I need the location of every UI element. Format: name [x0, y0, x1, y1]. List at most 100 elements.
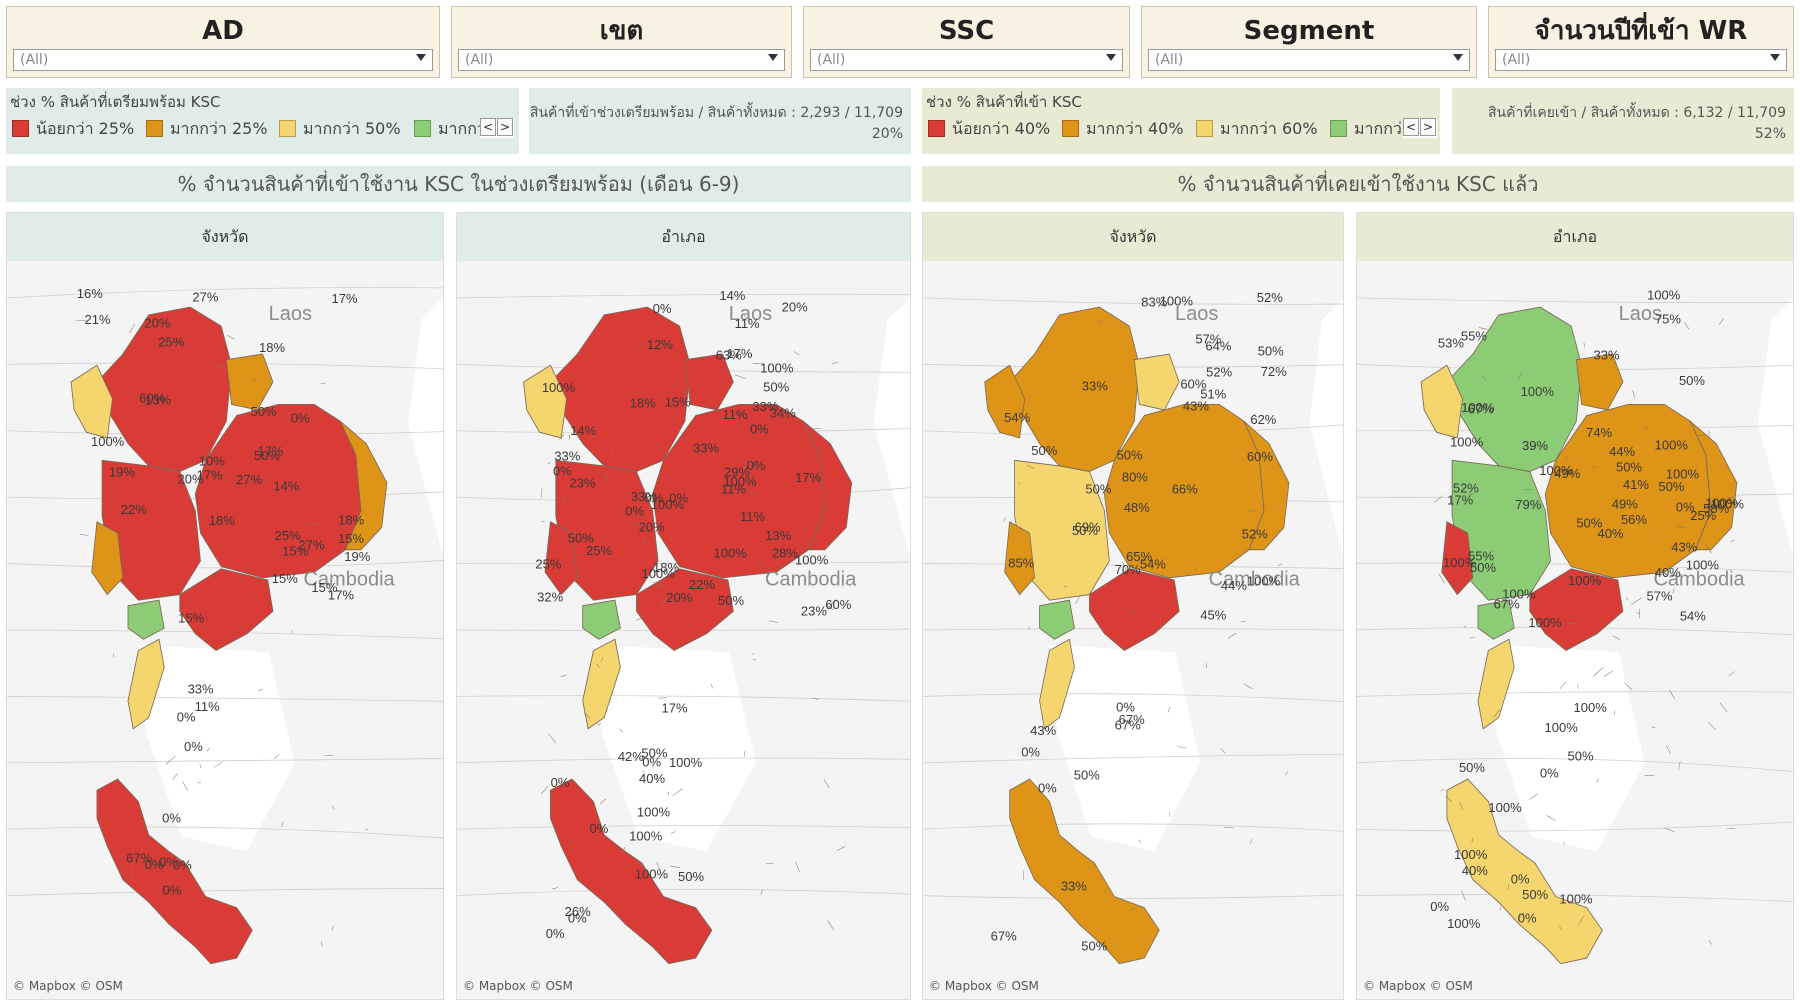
region-isan_east[interactable]: [802, 420, 853, 551]
chevron-down-icon[interactable]: [1770, 54, 1780, 61]
percent-label: 23%: [801, 604, 827, 619]
subdivision-line: [79, 533, 89, 536]
filter-value-ssc: (All): [817, 52, 846, 68]
percent-label: 33%: [188, 681, 214, 696]
chevron-down-icon[interactable]: [416, 54, 426, 61]
chevron-down-icon[interactable]: [1453, 54, 1463, 61]
legend-item-green[interactable]: มากกว่: [1330, 118, 1402, 142]
region-south_green[interactable]: [1477, 599, 1515, 640]
legend-item-red[interactable]: น้อยกว่า 25%: [12, 118, 134, 142]
percent-label: 0%: [291, 410, 310, 425]
percent-label: 100%: [714, 545, 748, 560]
legend-item-orange[interactable]: มากกว่า 25%: [146, 118, 268, 142]
subdivision-line: [760, 889, 763, 896]
subdivision-line: [1666, 745, 1671, 754]
region-north_west[interactable]: [984, 364, 1026, 439]
subdivision-line: [1220, 748, 1226, 754]
map-canvas[interactable]: Laos Cambodia 67% 100% 50% 100% 100% 43% 100% 57%…: [1357, 261, 1793, 999]
subdivision-line: [583, 712, 591, 719]
region-east[interactable]: [179, 568, 274, 651]
legend-pager: < >: [480, 118, 514, 138]
map-svg[interactable]: LaosCambodia67%100%50%100%100%43%100%57%…: [1357, 261, 1793, 999]
percent-label: 100%: [795, 552, 829, 567]
legend-item-green[interactable]: มากกว่: [414, 118, 486, 142]
legend-item-orange[interactable]: มากกว่า 40%: [1062, 118, 1184, 142]
percent-label: 100%: [641, 566, 675, 581]
percent-label: 48%: [1124, 500, 1150, 515]
map-canvas[interactable]: Laos Cambodia 16% 10% 50% 50% 17% 17% 27% 20% 15% 1…: [7, 261, 443, 999]
subdivision-line: [755, 562, 762, 568]
filter-select-wr-years[interactable]: (All): [1495, 49, 1787, 71]
region-south_green[interactable]: [582, 599, 621, 640]
region-south[interactable]: [96, 778, 253, 965]
legend-item-yellow[interactable]: มากกว่า 60%: [1196, 118, 1318, 142]
region-north_west[interactable]: [1420, 364, 1463, 439]
legend-item-label: น้อยกว่า 40%: [952, 119, 1051, 138]
subdivision-line: [615, 324, 619, 330]
region-west[interactable]: [1441, 521, 1474, 596]
swatch-yellow: [1196, 120, 1213, 137]
subdivision-line: [1121, 561, 1127, 571]
region-north_east[interactable]: [1133, 353, 1180, 411]
thailand-regions: [984, 306, 1290, 965]
map-svg[interactable]: LaosCambodia0%15%0%50%17%33%100%100%20%0…: [457, 261, 910, 999]
legend-item-yellow[interactable]: มากกว่า 50%: [279, 118, 401, 142]
subdivision-line: [1193, 565, 1198, 574]
percent-label: 25%: [586, 543, 612, 558]
chevron-left-icon[interactable]: <: [480, 118, 496, 136]
region-north_east[interactable]: [225, 353, 274, 411]
region-south_upper[interactable]: [582, 638, 621, 730]
chevron-left-icon[interactable]: <: [1403, 118, 1419, 136]
subdivision-line: [1250, 838, 1253, 845]
percent-label: 33%: [631, 489, 657, 504]
subdivision-line: [724, 599, 727, 608]
subdivision-line: [719, 574, 721, 579]
subdivision-line: [168, 492, 174, 498]
border-line: [923, 297, 1343, 305]
region-east[interactable]: [1529, 568, 1624, 651]
percent-label: 100%: [723, 474, 757, 489]
region-north_east[interactable]: [684, 353, 734, 411]
filter-select-ssc[interactable]: (All): [810, 49, 1123, 71]
percent-label: 18%: [259, 340, 285, 355]
map-svg[interactable]: LaosCambodia16%10%50%50%17%17%27%20%15%1…: [7, 261, 443, 999]
region-south[interactable]: [1446, 778, 1603, 965]
region-north_east[interactable]: [1575, 353, 1624, 411]
subdivision-line: [1708, 940, 1712, 945]
region-isan_east[interactable]: [339, 420, 388, 551]
place-label-cambodia: Cambodia: [1653, 569, 1745, 591]
subdivision-line: [227, 335, 236, 340]
region-north_west[interactable]: [70, 364, 113, 439]
map-svg[interactable]: Laos Cambodia 83% 57% 50% 65% 80% 60% 62% 50% 43% 4…: [923, 261, 1343, 999]
filter-select-segment[interactable]: (All): [1148, 49, 1470, 71]
region-south_upper[interactable]: [1477, 638, 1515, 730]
region-east[interactable]: [636, 568, 734, 651]
legend-item-red[interactable]: น้อยกว่า 40%: [928, 118, 1050, 142]
percent-label: 43%: [1030, 723, 1056, 738]
region-isan_east[interactable]: [1689, 420, 1738, 551]
region-south_green[interactable]: [1039, 599, 1075, 640]
region-south_green[interactable]: [127, 599, 165, 640]
percent-label: 100%: [542, 380, 576, 395]
region-east[interactable]: [1089, 568, 1180, 651]
map-canvas[interactable]: Laos Cambodia 0% 15% 0% 50% 17% 33% 100% 100% 20% 0…: [457, 261, 910, 999]
region-west[interactable]: [1004, 521, 1035, 596]
chevron-down-icon[interactable]: [1106, 54, 1116, 61]
region-south_upper[interactable]: [127, 638, 165, 730]
chevron-down-icon[interactable]: [768, 54, 778, 61]
chevron-right-icon[interactable]: >: [1420, 118, 1436, 136]
map-canvas[interactable]: Laos Cambodia 83% 57% 50% 65% 80% 60% 62% 50% 43% 4…: [923, 261, 1343, 999]
region-south[interactable]: [1009, 778, 1160, 965]
chevron-right-icon[interactable]: >: [497, 118, 513, 136]
subdivision-line: [600, 657, 604, 662]
filter-select-ad[interactable]: (All): [13, 49, 433, 71]
filter-select-region[interactable]: (All): [458, 49, 785, 71]
region-west[interactable]: [544, 521, 578, 596]
subdivision-line: [1546, 815, 1556, 821]
region-south[interactable]: [550, 778, 713, 965]
border-line: [7, 696, 443, 702]
region-south_upper[interactable]: [1039, 638, 1075, 730]
region-west[interactable]: [91, 521, 124, 596]
region-isan_east[interactable]: [1243, 420, 1290, 551]
percent-label: 20%: [144, 315, 170, 330]
